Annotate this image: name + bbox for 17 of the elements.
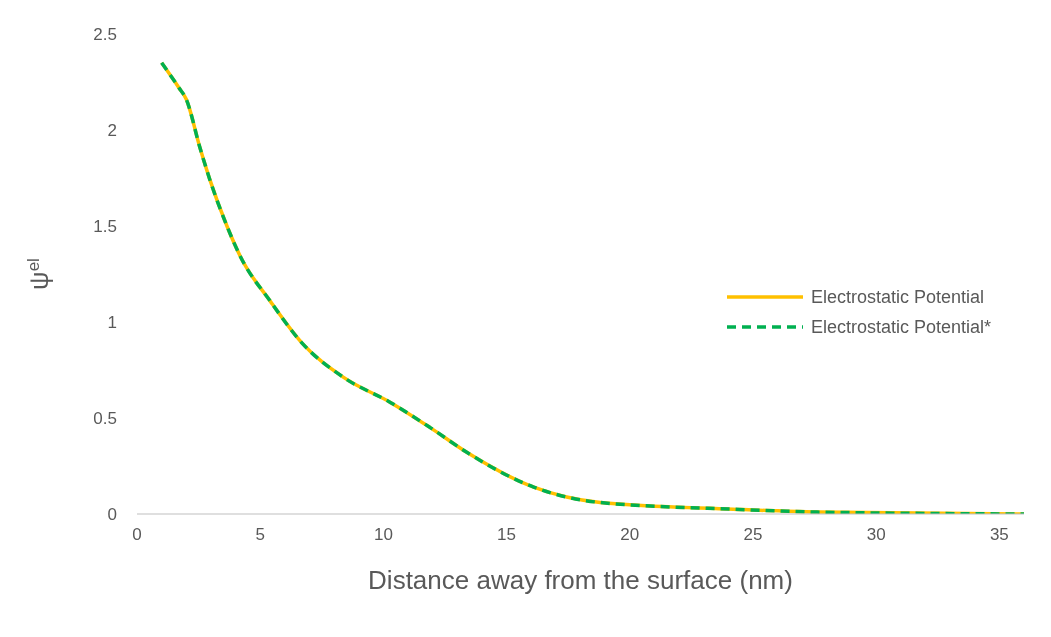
y-tick-label: 1.5 — [93, 217, 117, 237]
y-tick-label: 2 — [107, 121, 117, 141]
legend-label: Electrostatic Potential — [811, 286, 985, 308]
x-tick-label: 0 — [132, 525, 142, 545]
y-tick-label: 0 — [107, 505, 117, 525]
x-tick-label: 30 — [866, 525, 886, 545]
y-tick-label: 1 — [107, 313, 117, 333]
x-tick-label: 10 — [373, 525, 393, 545]
x-tick-label: 35 — [989, 525, 1009, 545]
x-tick-label: 15 — [497, 525, 517, 545]
legend-label: Electrostatic Potential* — [811, 316, 992, 338]
y-tick-label: 0.5 — [93, 409, 117, 429]
y-tick-label: 2.5 — [93, 25, 117, 45]
x-axis-title: Distance away from the surface (nm) — [368, 565, 793, 595]
x-tick-label: 5 — [255, 525, 265, 545]
x-tick-label: 20 — [620, 525, 640, 545]
x-tick-label: 25 — [743, 525, 763, 545]
